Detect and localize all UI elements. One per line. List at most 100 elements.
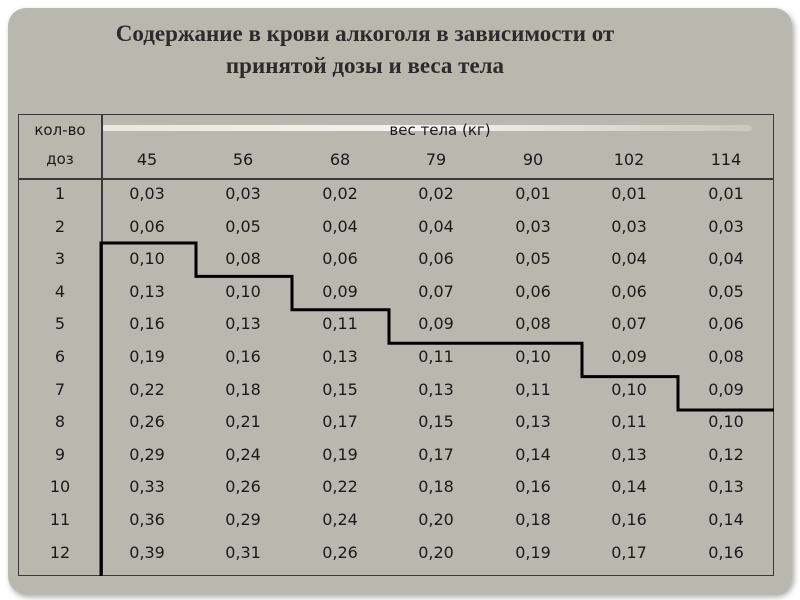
bac-value-cell: 0,26 xyxy=(225,477,261,497)
bac-value-cell: 0,06 xyxy=(708,314,744,334)
bac-value-cell: 0,15 xyxy=(418,412,454,432)
bac-value-cell: 0,12 xyxy=(708,444,744,464)
bac-value-cell: 0,01 xyxy=(515,184,551,203)
bac-value-cell: 0,13 xyxy=(225,314,261,334)
bac-value-cell: 0,16 xyxy=(611,510,647,529)
bac-value-cell: 0,03 xyxy=(708,216,744,236)
bac-value-cell: 0,05 xyxy=(515,249,551,269)
weight-column-header: 90 xyxy=(522,150,544,169)
bac-value-cell: 0,13 xyxy=(515,412,551,432)
bac-value-cell: 0,10 xyxy=(708,412,744,432)
bac-value-cell: 0,03 xyxy=(129,184,165,203)
bac-value-cell: 0,09 xyxy=(322,281,358,301)
bac-value-cell: 0,19 xyxy=(515,542,551,562)
dose-count-cell: 8 xyxy=(54,412,66,432)
bac-value-cell: 0,04 xyxy=(322,216,358,236)
bac-value-cell: 0,10 xyxy=(515,347,551,366)
bac-value-cell: 0,29 xyxy=(225,510,261,529)
bac-value-cell: 0,17 xyxy=(322,412,358,432)
bac-value-cell: 0,05 xyxy=(708,281,744,301)
bac-value-cell: 0,11 xyxy=(418,347,454,366)
bac-value-cell: 0,15 xyxy=(322,379,358,399)
bac-value-cell: 0,09 xyxy=(611,347,647,366)
bac-value-cell: 0,10 xyxy=(611,379,647,399)
bac-value-cell: 0,36 xyxy=(129,510,165,529)
bac-value-cell: 0,13 xyxy=(611,444,647,464)
doses-header-line-2: доз xyxy=(46,150,74,168)
bac-value-cell: 0,16 xyxy=(708,542,744,562)
dose-count-cell: 4 xyxy=(54,281,66,301)
weight-column-header: 102 xyxy=(613,150,645,169)
bac-value-cell: 0,21 xyxy=(225,412,261,432)
bac-value-cell: 0,19 xyxy=(129,347,165,366)
bac-value-cell: 0,13 xyxy=(418,379,454,399)
title-line-2: принятой дозы и веса тела xyxy=(225,53,505,78)
bac-value-cell: 0,06 xyxy=(129,216,165,236)
bac-value-cell: 0,11 xyxy=(322,314,358,334)
dose-count-cell: 2 xyxy=(54,216,66,236)
bac-value-cell: 0,19 xyxy=(322,444,358,464)
bac-value-cell: 0,01 xyxy=(708,184,744,203)
bac-value-cell: 0,06 xyxy=(515,281,551,301)
bac-value-cell: 0,18 xyxy=(225,379,261,399)
bac-value-cell: 0,07 xyxy=(418,281,454,301)
bac-value-cell: 0,03 xyxy=(515,216,551,236)
doses-header-line-1: кол-во xyxy=(34,121,86,139)
bac-value-cell: 0,02 xyxy=(322,184,358,203)
header-decorative-bar xyxy=(102,125,752,131)
bac-value-cell: 0,04 xyxy=(708,249,744,269)
bac-value-cell: 0,13 xyxy=(708,477,744,497)
bac-value-cell: 0,13 xyxy=(322,347,358,366)
header-separator xyxy=(18,178,774,180)
bac-value-cell: 0,06 xyxy=(322,249,358,269)
bac-value-cell: 0,13 xyxy=(129,281,165,301)
bac-value-cell: 0,20 xyxy=(418,542,454,562)
bac-value-cell: 0,18 xyxy=(515,510,551,529)
bac-value-cell: 0,16 xyxy=(129,314,165,334)
bac-value-cell: 0,26 xyxy=(322,542,358,562)
bac-value-cell: 0,31 xyxy=(225,542,261,562)
bac-value-cell: 0,22 xyxy=(322,477,358,497)
weight-header: вес тела (кг) xyxy=(389,121,491,139)
bac-value-cell: 0,03 xyxy=(225,184,261,203)
bac-value-cell: 0,04 xyxy=(418,216,454,236)
bac-value-cell: 0,06 xyxy=(418,249,454,269)
bac-value-cell: 0,14 xyxy=(611,477,647,497)
dose-count-cell: 12 xyxy=(49,542,71,562)
bac-value-cell: 0,09 xyxy=(418,314,454,334)
weight-column-header: 114 xyxy=(710,150,742,169)
weight-column-header: 45 xyxy=(136,150,158,169)
dose-count-cell: 1 xyxy=(54,184,66,203)
bac-value-cell: 0,16 xyxy=(225,347,261,366)
dose-count-cell: 6 xyxy=(54,347,66,366)
slide-title: Содержание в крови алкоголя в зависимост… xyxy=(40,18,690,82)
bac-value-cell: 0,26 xyxy=(129,412,165,432)
bac-value-cell: 0,18 xyxy=(418,477,454,497)
weight-column-header: 68 xyxy=(329,150,351,169)
dose-count-cell: 11 xyxy=(49,510,71,529)
bac-value-cell: 0,24 xyxy=(225,444,261,464)
bac-value-cell: 0,09 xyxy=(708,379,744,399)
bac-value-cell: 0,11 xyxy=(611,412,647,432)
bac-value-cell: 0,14 xyxy=(708,510,744,529)
bac-value-cell: 0,11 xyxy=(515,379,551,399)
bac-value-cell: 0,08 xyxy=(515,314,551,334)
bac-value-cell: 0,02 xyxy=(418,184,454,203)
bac-value-cell: 0,05 xyxy=(225,216,261,236)
dose-count-cell: 5 xyxy=(54,314,66,334)
bac-value-cell: 0,14 xyxy=(515,444,551,464)
bac-value-cell: 0,07 xyxy=(611,314,647,334)
bac-value-cell: 0,22 xyxy=(129,379,165,399)
bac-value-cell: 0,24 xyxy=(322,510,358,529)
bac-value-cell: 0,04 xyxy=(611,249,647,269)
title-line-1: Содержание в крови алкоголя в зависимост… xyxy=(115,21,615,46)
bac-value-cell: 0,06 xyxy=(611,281,647,301)
bac-value-cell: 0,17 xyxy=(611,542,647,562)
dose-count-cell: 9 xyxy=(54,444,66,464)
dose-count-cell: 10 xyxy=(49,477,71,497)
bac-value-cell: 0,39 xyxy=(129,542,165,562)
bac-value-cell: 0,33 xyxy=(129,477,165,497)
dose-count-cell: 7 xyxy=(54,379,66,399)
bac-value-cell: 0,29 xyxy=(129,444,165,464)
